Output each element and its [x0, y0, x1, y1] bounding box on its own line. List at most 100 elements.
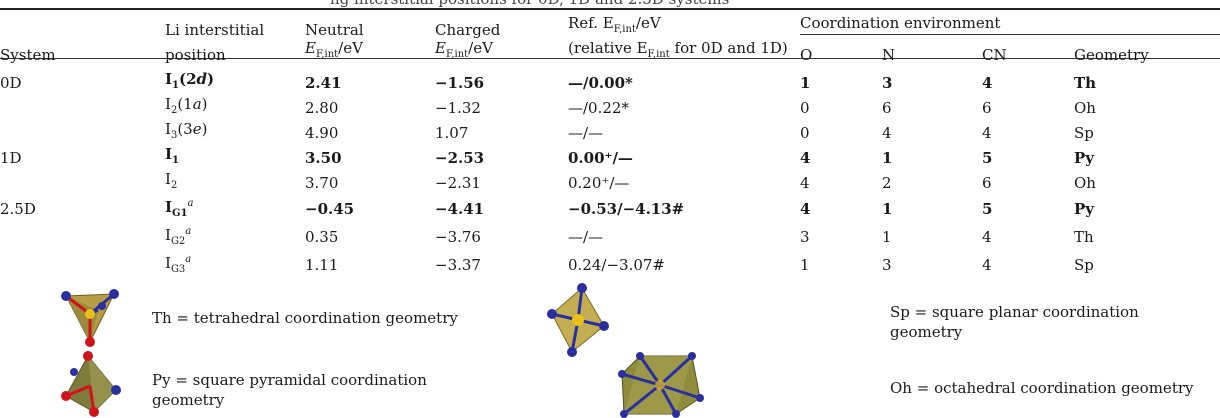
cell-o: 4 — [800, 170, 882, 195]
cell-ref: −0.53/−4.13# — [568, 195, 800, 223]
header-position-l2: position — [165, 39, 305, 64]
cell-charged: −2.31 — [435, 170, 568, 195]
table-top-rule — [0, 8, 1220, 10]
cell-n: 1 — [882, 195, 982, 223]
cell-pos: IG1a — [165, 195, 305, 223]
cell-ref: —/0.22* — [568, 95, 800, 120]
header-charged-l2: EF,int/eV — [435, 39, 568, 64]
cell-system: 2.5D — [0, 195, 165, 223]
cell-cn: 4 — [982, 120, 1074, 145]
table-row: I2(1a) 2.80 −1.32 —/0.22* 0 6 6 Oh — [0, 95, 1220, 120]
cell-charged: −3.37 — [435, 251, 568, 279]
table-row: I2 3.70 −2.31 0.20⁺/— 4 2 6 Oh — [0, 170, 1220, 195]
cell-cn: 6 — [982, 95, 1074, 120]
cell-cn: 4 — [982, 64, 1074, 95]
header-cn: CN — [982, 39, 1074, 64]
table-row: 2.5D IG1a −0.45 −4.41 −0.53/−4.13# 4 1 5 Py — [0, 195, 1220, 223]
header-system: System — [0, 39, 165, 64]
cell-charged: −1.32 — [435, 95, 568, 120]
cell-cn: 5 — [982, 145, 1074, 170]
cell-system — [0, 251, 165, 279]
cell-geom: Th — [1074, 64, 1220, 95]
cell-cn: 5 — [982, 195, 1074, 223]
legend-sp-line2: geometry — [890, 322, 1139, 342]
cell-n: 3 — [882, 64, 982, 95]
legend-sp-line1: Sp = square planar coordination — [890, 302, 1139, 322]
header-n: N — [882, 39, 982, 64]
header-ref-l2: (relative EF,int for 0D and 1D) — [568, 39, 800, 64]
table-row: I3(3e) 4.90 1.07 —/— 0 4 4 Sp — [0, 120, 1220, 145]
cell-geom: Oh — [1074, 95, 1220, 120]
cell-pos: I2(1a) — [165, 95, 305, 120]
cell-system: 1D — [0, 145, 165, 170]
cell-o: 1 — [800, 251, 882, 279]
cell-geom: Sp — [1074, 251, 1220, 279]
cell-neutral: 3.70 — [305, 170, 435, 195]
cell-neutral: 1.11 — [305, 251, 435, 279]
cell-geom: Sp — [1074, 120, 1220, 145]
cell-pos: I3(3e) — [165, 120, 305, 145]
square-planar-icon — [542, 282, 612, 358]
cell-system — [0, 170, 165, 195]
legend-th: Th = tetrahedral coordination geometry — [152, 308, 458, 328]
cell-ref: 0.00⁺/— — [568, 145, 800, 170]
cell-neutral: −0.45 — [305, 195, 435, 223]
cell-geom: Oh — [1074, 170, 1220, 195]
cell-o: 3 — [800, 223, 882, 251]
cell-n: 1 — [882, 223, 982, 251]
cell-ref: —/0.00* — [568, 64, 800, 95]
cell-pos: IG2a — [165, 223, 305, 251]
cell-ref: 0.24/−3.07# — [568, 251, 800, 279]
legend-py-line2: geometry — [152, 390, 427, 410]
cell-cn: 4 — [982, 223, 1074, 251]
cell-ref: —/— — [568, 223, 800, 251]
cell-ref: 0.20⁺/— — [568, 170, 800, 195]
cell-charged: −4.41 — [435, 195, 568, 223]
cell-n: 4 — [882, 120, 982, 145]
table-row: 1D I1 3.50 −2.53 0.00⁺/— 4 1 5 Py — [0, 145, 1220, 170]
cell-neutral: 4.90 — [305, 120, 435, 145]
cell-neutral: 3.50 — [305, 145, 435, 170]
cell-geom: Py — [1074, 145, 1220, 170]
legend-oh: Oh = octahedral coordination geometry — [890, 378, 1194, 398]
cell-o: 0 — [800, 95, 882, 120]
header-geometry: Geometry — [1074, 39, 1220, 64]
header-neutral-l2: EF,int/eV — [305, 39, 435, 64]
cell-o: 4 — [800, 195, 882, 223]
cell-n: 6 — [882, 95, 982, 120]
cell-pos: IG3a — [165, 251, 305, 279]
cell-n: 3 — [882, 251, 982, 279]
header-charged-l1: Charged — [435, 14, 568, 39]
cell-charged: −2.53 — [435, 145, 568, 170]
cell-o: 4 — [800, 145, 882, 170]
cell-o: 1 — [800, 64, 882, 95]
legend-sp: Sp = square planar coordination geometry — [890, 302, 1139, 342]
header-ref-l1: Ref. EF,int/eV — [568, 14, 800, 39]
octahedron-icon — [618, 352, 704, 418]
table-row: 0D I1(2d) 2.41 −1.56 —/0.00* 1 3 4 Th — [0, 64, 1220, 95]
cell-pos: I2 — [165, 170, 305, 195]
cell-neutral: 2.80 — [305, 95, 435, 120]
cell-n: 2 — [882, 170, 982, 195]
header-neutral-l1: Neutral — [305, 14, 435, 39]
cell-ref: —/— — [568, 120, 800, 145]
cell-o: 0 — [800, 120, 882, 145]
cell-pos: I1(2d) — [165, 64, 305, 95]
cell-n: 1 — [882, 145, 982, 170]
cell-pos: I1 — [165, 145, 305, 170]
cell-cn: 4 — [982, 251, 1074, 279]
cell-geom: Th — [1074, 223, 1220, 251]
header-coordination-group: Coordination environment — [800, 14, 1220, 39]
caption-fragment: ng interstitial positions for 0D, 1D and… — [0, 0, 1220, 8]
legend-py-line1: Py = square pyramidal coordination — [152, 370, 427, 390]
tetrahedron-icon — [58, 286, 122, 350]
legend-py: Py = square pyramidal coordination geome… — [152, 370, 427, 410]
cell-system — [0, 120, 165, 145]
cell-neutral: 0.35 — [305, 223, 435, 251]
cell-system — [0, 95, 165, 120]
cell-charged: 1.07 — [435, 120, 568, 145]
table-row: IG2a 0.35 −3.76 —/— 3 1 4 Th — [0, 223, 1220, 251]
cell-neutral: 2.41 — [305, 64, 435, 95]
cell-system: 0D — [0, 64, 165, 95]
cell-geom: Py — [1074, 195, 1220, 223]
